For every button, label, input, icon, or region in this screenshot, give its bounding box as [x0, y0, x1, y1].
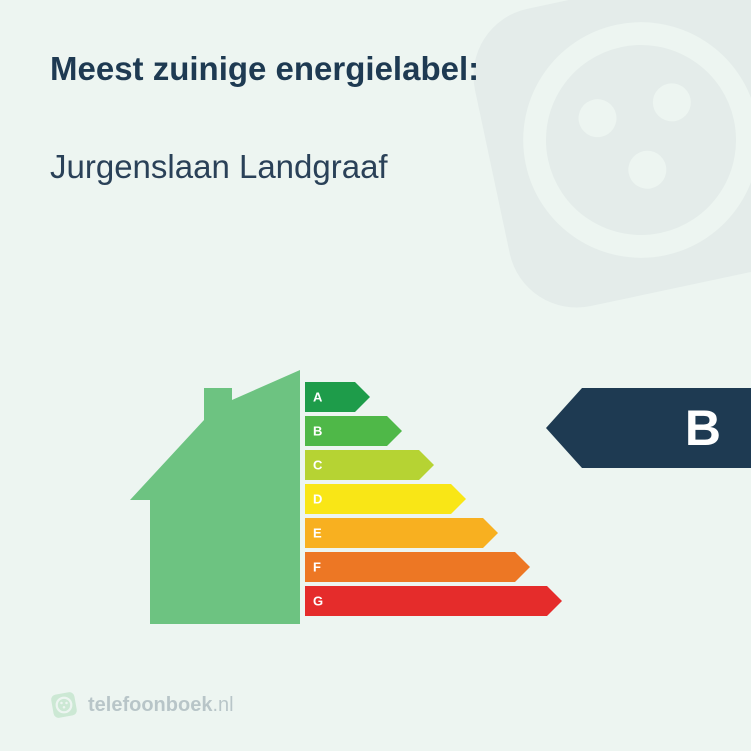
selected-label-badge: B — [546, 388, 751, 468]
bar-label: A — [313, 390, 322, 405]
arrow-icon — [305, 450, 434, 480]
arrow-icon — [305, 518, 498, 548]
bar-label: F — [313, 560, 321, 575]
house-icon — [130, 370, 300, 630]
brand-name: telefoonboek — [88, 694, 212, 716]
badge-letter: B — [685, 399, 721, 457]
arrow-icon — [305, 552, 530, 582]
brand-tld: .nl — [212, 694, 233, 716]
brand-icon — [50, 691, 78, 719]
watermark-icon — [416, 0, 751, 365]
bar-label: D — [313, 492, 322, 507]
bar-label: E — [313, 526, 322, 541]
brand-text: telefoonboek.nl — [88, 694, 234, 717]
bar-label: G — [313, 594, 323, 609]
arrow-icon — [305, 586, 562, 616]
energy-label-card: Meest zuinige energielabel: Jurgenslaan … — [0, 0, 751, 751]
bar-label: B — [313, 424, 322, 439]
bar-label: C — [313, 458, 322, 473]
arrow-icon — [305, 484, 466, 514]
footer-brand: telefoonboek.nl — [50, 691, 234, 719]
